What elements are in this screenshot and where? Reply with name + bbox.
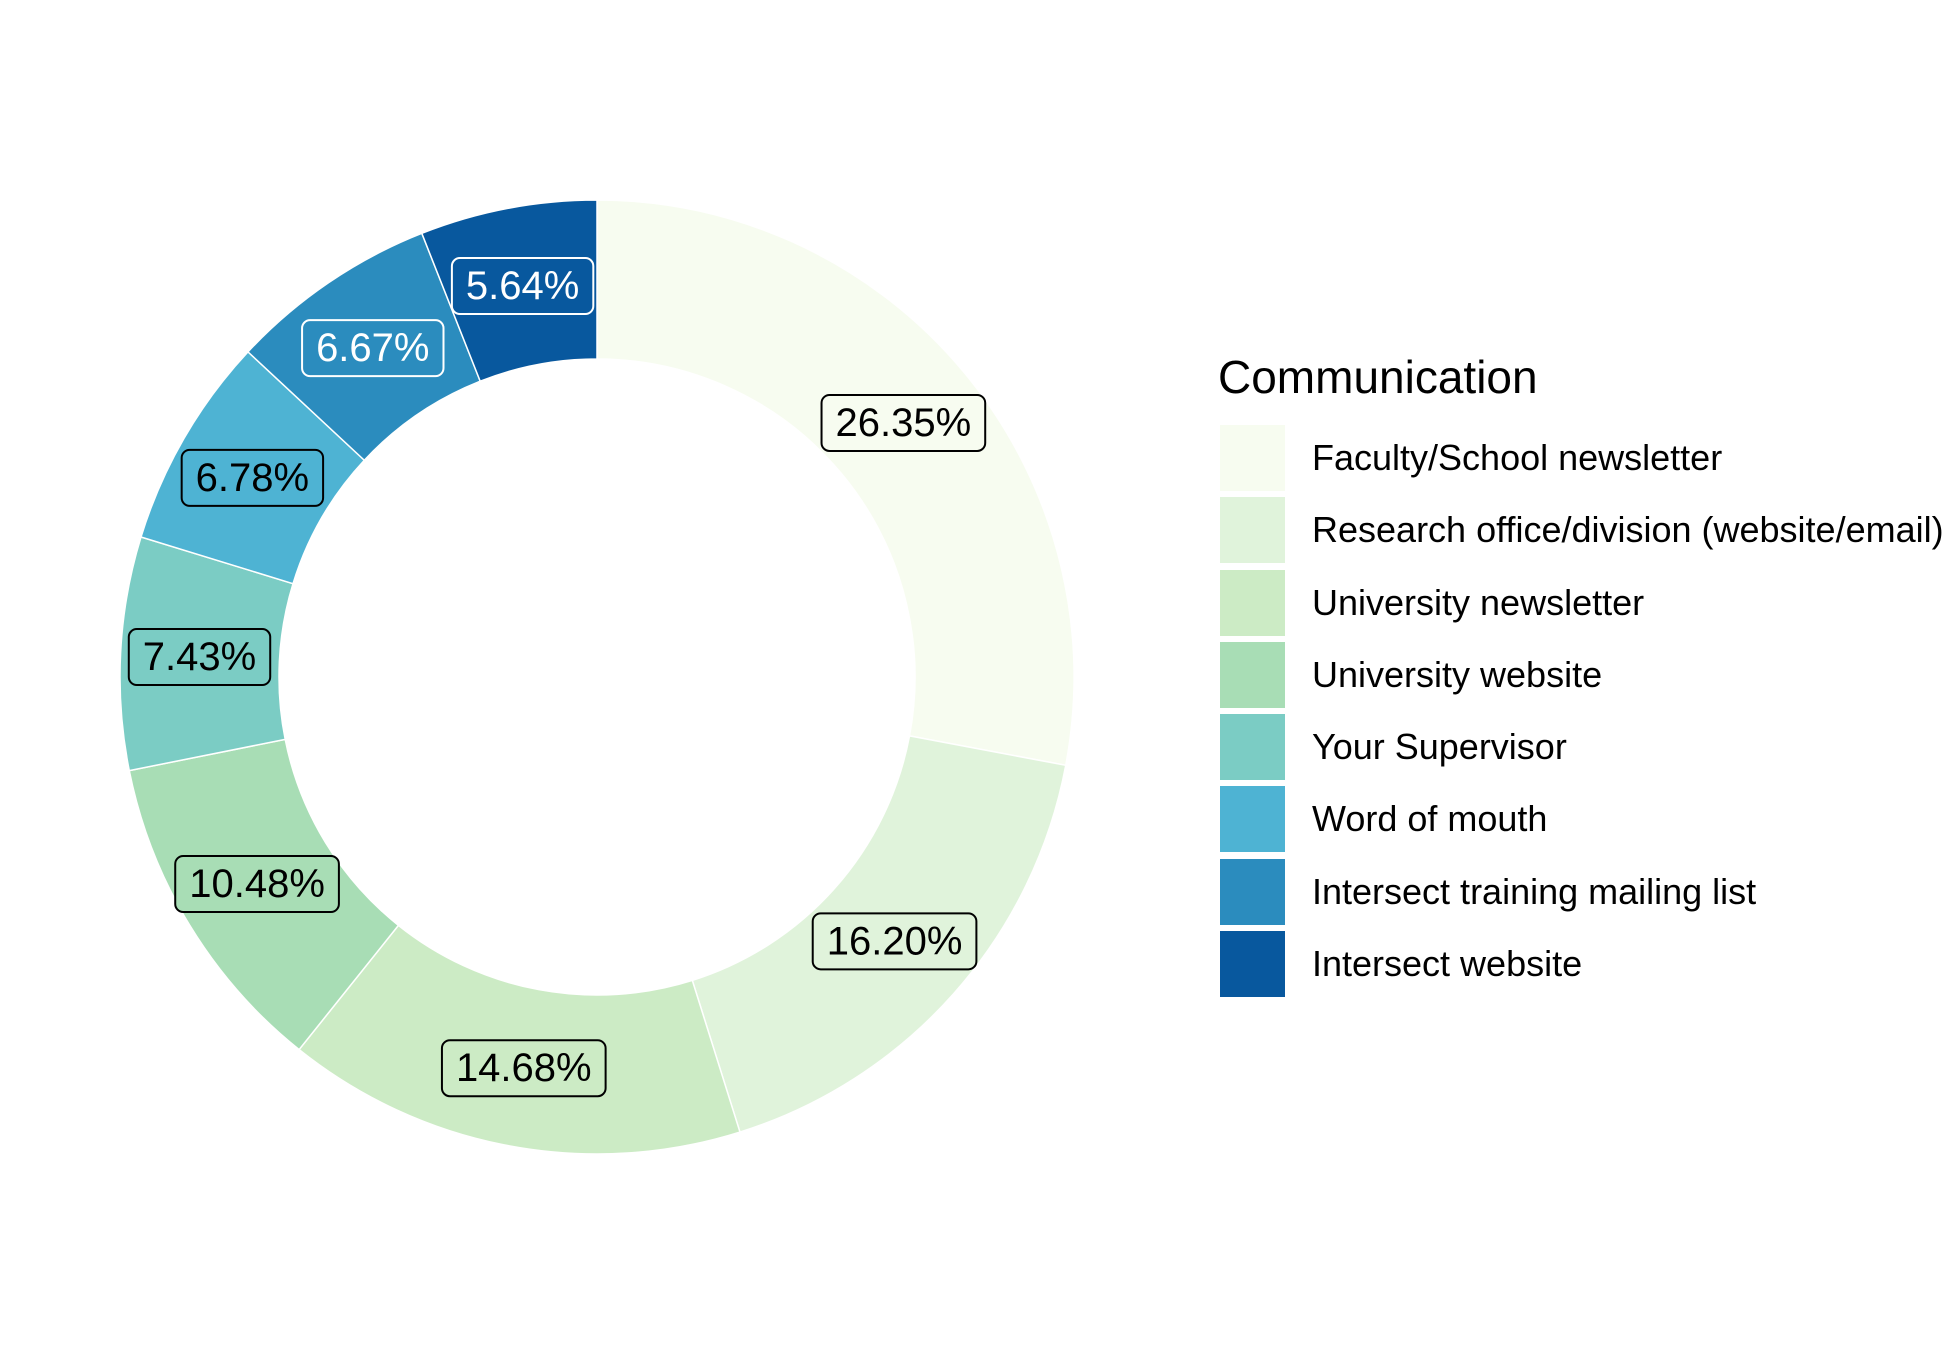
legend-label: University newsletter [1312,581,1645,623]
slice-label-text: 16.20% [827,919,963,963]
legend-swatch [1220,497,1285,564]
slice-label-3: 14.68% [440,1039,607,1098]
legend-swatch [1220,569,1285,636]
slice-label-8: 5.64% [450,257,595,316]
slice-label-box [811,912,978,971]
slice-label-box [440,1039,607,1098]
legend-swatch [1220,786,1285,853]
slice-label-4: 10.48% [174,854,340,913]
legend-swatch [1220,931,1285,998]
slice-label-box [127,628,272,687]
legend-label: Faculty/School newsletter [1312,437,1723,478]
legend-label: Research office/division (website/email) [1312,509,1944,551]
slice-label-2: 16.20% [811,912,978,971]
slice-label-box [301,319,445,378]
slice-label-6: 6.78% [180,448,325,507]
legend-label: Your Supervisor [1312,726,1567,768]
legend-label: Intersect website [1312,943,1583,985]
slice-label-box [820,393,987,452]
slice-label-text: 10.48% [189,862,325,906]
slice-label-text: 6.78% [196,456,309,500]
slice-label-text: 7.43% [143,635,256,679]
legend-swatch [1220,641,1285,708]
legend-label: Intersect training mailing list [1312,870,1757,912]
legend-swatch [1220,425,1285,491]
slice-label-text: 6.67% [316,326,429,370]
legend-swatch [1220,858,1285,925]
slice-label-box [180,448,325,507]
slice-1 [596,199,1075,767]
slice-label-text: 5.64% [466,264,579,308]
slice-label-box [450,257,595,316]
slice-label-text: 14.68% [456,1046,592,1090]
slice-label-7: 6.67% [301,319,445,378]
legend-label: Word of mouth [1312,798,1548,840]
slice-label-box [174,854,340,913]
slice-label-5: 7.43% [127,628,272,687]
legend-swatch [1220,714,1285,781]
slice-labels: 26.35% 16.20% 14.68% 10.48% 7.43% 6.78% 6.67% 5… [127,257,987,1098]
legend-title: Communication [1218,351,1538,403]
slice-label-1: 26.35% [820,393,987,452]
legend-label: University website [1312,653,1603,695]
slice-label-text: 26.35% [836,401,972,445]
